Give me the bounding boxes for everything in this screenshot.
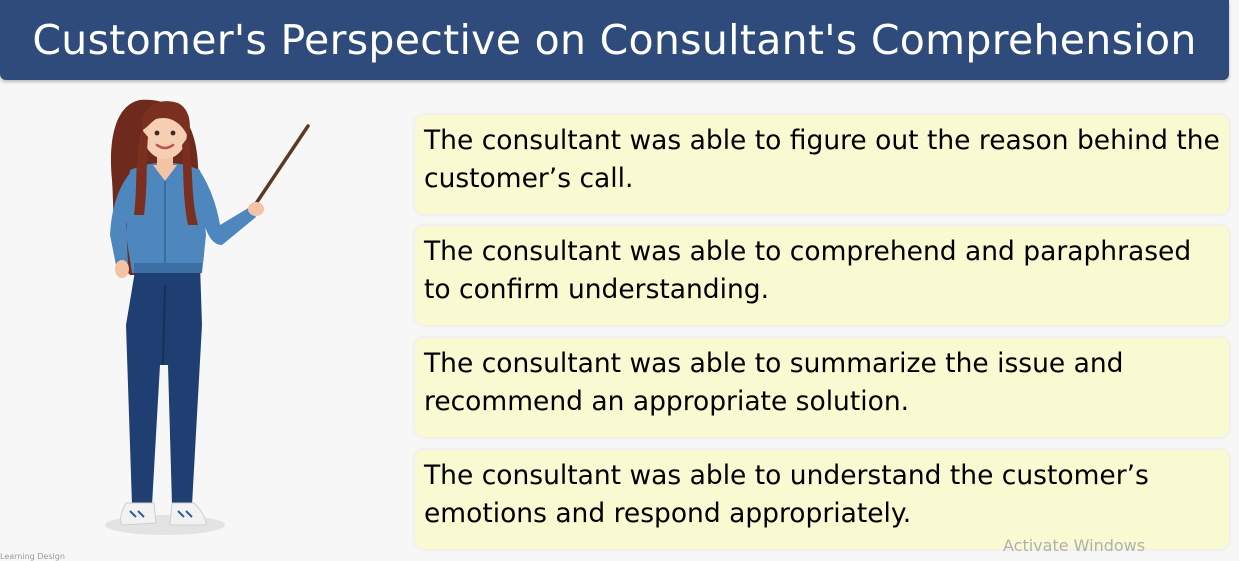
- statement-card: The consultant was able to understand th…: [415, 450, 1229, 549]
- slide-title: Customer's Perspective on Consultant's C…: [32, 16, 1197, 64]
- slide-title-bar: Customer's Perspective on Consultant's C…: [0, 0, 1229, 80]
- woman-with-pointer-illustration: [105, 99, 310, 535]
- statement-card: The consultant was able to summarize the…: [415, 338, 1229, 437]
- image-credit: Learning Design: [0, 552, 65, 561]
- activate-windows-watermark: Activate Windows: [1003, 536, 1146, 555]
- statement-card: The consultant was able to figure out th…: [415, 115, 1229, 214]
- statement-card: The consultant was able to comprehend an…: [415, 226, 1229, 325]
